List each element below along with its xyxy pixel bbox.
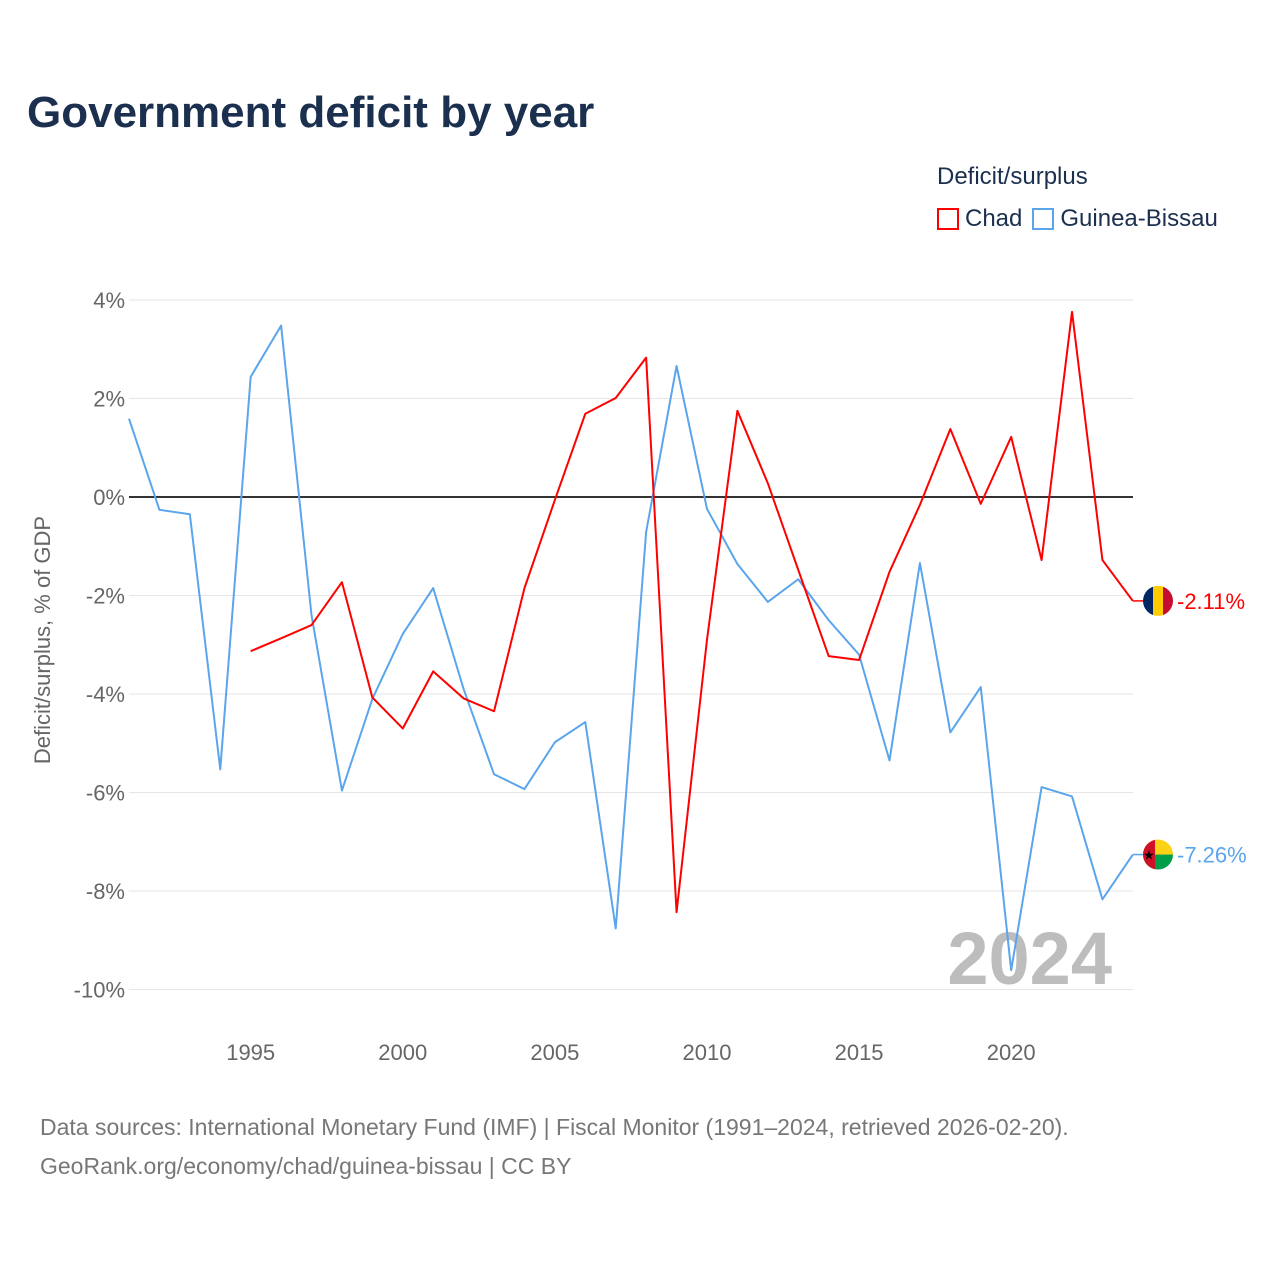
legend-title: Deficit/surplus xyxy=(937,163,1088,190)
x-tick-label: 2000 xyxy=(378,1040,427,1065)
end-value-label: -7.26% xyxy=(1177,843,1247,868)
y-tick-label: -2% xyxy=(86,584,125,609)
legend-item-chad[interactable]: Chad xyxy=(937,205,1022,233)
y-tick-label: -10% xyxy=(74,978,125,1003)
y-tick-label: 4% xyxy=(93,288,125,313)
y-tick-label: -6% xyxy=(86,781,125,806)
legend-item-guinea-bissau[interactable]: Guinea-Bissau xyxy=(1032,205,1218,233)
y-axis-label: Deficit/surplus, % of GDP xyxy=(30,516,55,764)
flag-stripe xyxy=(1153,585,1163,616)
legend: Chad Guinea-Bissau xyxy=(937,205,1218,233)
y-tick-label: 2% xyxy=(93,387,125,412)
flag-stripe xyxy=(1163,585,1173,616)
chart-title: Government deficit by year xyxy=(27,88,595,137)
series-line-guinea-bissau xyxy=(128,324,1134,972)
x-tick-label: 1995 xyxy=(226,1040,275,1065)
y-tick-label: -4% xyxy=(86,682,125,707)
flag-body xyxy=(1143,585,1173,616)
legend-swatch-chad xyxy=(937,208,959,230)
legend-label: Guinea-Bissau xyxy=(1060,205,1218,232)
flag-icon-chad xyxy=(1143,585,1173,616)
x-tick-label: 2005 xyxy=(530,1040,579,1065)
flag-icon-guinea-bissau: ★ xyxy=(1143,839,1173,870)
flag-stripe xyxy=(1143,839,1155,870)
year-watermark: 2024 xyxy=(947,917,1112,1000)
source-note: Data sources: International Monetary Fun… xyxy=(40,1108,1069,1186)
x-tick-label: 2010 xyxy=(683,1040,732,1065)
x-tick-label: 2015 xyxy=(835,1040,884,1065)
source-link[interactable]: GeoRank.org/economy/chad/guinea-bissau |… xyxy=(40,1153,572,1179)
source-line: Data sources: International Monetary Fun… xyxy=(40,1114,1069,1140)
x-tick-label: 2020 xyxy=(987,1040,1036,1065)
series-line-chad xyxy=(250,310,1134,914)
flag-stripe xyxy=(1143,585,1153,616)
end-value-label: -2.11% xyxy=(1177,589,1245,614)
y-tick-label: -8% xyxy=(86,879,125,904)
flag-body: ★ xyxy=(1143,839,1173,870)
legend-swatch-guinea-bissau xyxy=(1032,208,1055,230)
y-tick-label: 0% xyxy=(93,485,125,510)
legend-label: Chad xyxy=(965,205,1023,232)
flag-star-icon: ★ xyxy=(1143,848,1155,863)
